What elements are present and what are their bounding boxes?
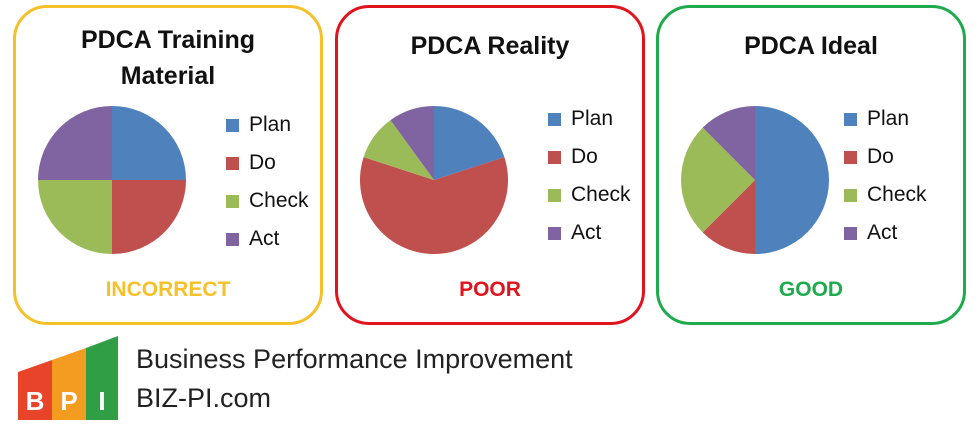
panel-title: PDCA Reality xyxy=(410,32,570,60)
panel-reality: PDCA Reality Plan Do Check Act POOR xyxy=(335,5,645,325)
swatch xyxy=(844,150,857,164)
legend-item-check: Check xyxy=(226,182,309,220)
logo-bar-p xyxy=(52,348,86,420)
swatch xyxy=(548,112,561,126)
legend-label: Act xyxy=(571,221,602,244)
legend-label: Check xyxy=(571,183,631,206)
pie-slice-plan xyxy=(434,106,505,180)
pie-slice-do xyxy=(360,157,508,254)
legend-item-act: Act xyxy=(844,214,927,252)
legend-item-plan: Plan xyxy=(226,106,309,144)
brand-footer: B P I Business Performance Improvement B… xyxy=(18,336,618,426)
panel-title: PDCA Ideal xyxy=(744,32,878,60)
swatch xyxy=(548,188,561,202)
legend: Plan Do Check Act xyxy=(844,100,927,252)
legend-item-do: Do xyxy=(844,138,927,176)
swatch xyxy=(226,194,239,208)
pie-slice-plan xyxy=(755,106,829,254)
legend-label: Plan xyxy=(867,107,910,130)
swatch xyxy=(548,226,561,240)
legend-label: Act xyxy=(249,227,280,250)
legend-item-do: Do xyxy=(548,138,631,176)
logo-bar-i xyxy=(86,336,118,420)
swatch xyxy=(226,118,239,132)
pie-slice-do xyxy=(112,180,186,254)
panel-ideal: PDCA Ideal Plan Do Check Act GOOD xyxy=(656,5,966,325)
swatch xyxy=(844,188,857,202)
verdict-label: INCORRECT xyxy=(105,278,231,301)
swatch xyxy=(844,112,857,126)
pie-slice-check xyxy=(38,180,112,254)
pie-slice-act xyxy=(390,106,434,180)
pie-slice-act xyxy=(38,106,112,180)
bpi-logo: B P I xyxy=(18,336,118,420)
verdict-label: POOR xyxy=(459,278,521,301)
legend-label: Check xyxy=(249,189,309,212)
pie-slice-plan xyxy=(112,106,186,180)
legend-item-check: Check xyxy=(844,176,927,214)
legend-label: Check xyxy=(867,183,927,206)
pie-chart xyxy=(681,106,829,254)
legend-label: Plan xyxy=(571,107,614,130)
verdict-label: GOOD xyxy=(778,278,844,301)
pie-slice-act xyxy=(702,106,755,180)
pie-slice-check xyxy=(681,127,755,233)
legend-label: Do xyxy=(867,145,894,168)
legend-label: Plan xyxy=(249,113,292,136)
legend: Plan Do Check Act xyxy=(548,100,631,252)
legend-label: Do xyxy=(571,145,598,168)
pie-slice-do xyxy=(702,180,755,254)
panel-title: PDCA Training Material xyxy=(80,26,256,90)
swatch xyxy=(844,226,857,240)
pie-chart xyxy=(360,106,508,254)
logo-letter-b: B xyxy=(26,386,45,416)
pie-chart xyxy=(38,106,186,254)
legend-item-check: Check xyxy=(548,176,631,214)
pie-slice-check xyxy=(363,120,434,180)
legend-item-do: Do xyxy=(226,144,309,182)
legend-item-act: Act xyxy=(548,214,631,252)
brand-url: BIZ-PI.com xyxy=(136,383,272,413)
brand-name: Business Performance Improvement xyxy=(136,344,573,374)
logo-letter-p: P xyxy=(60,386,77,416)
legend-label: Act xyxy=(867,221,898,244)
legend-item-act: Act xyxy=(226,220,309,258)
swatch xyxy=(226,232,239,246)
swatch xyxy=(226,156,239,170)
logo-bar-b xyxy=(18,360,52,420)
legend: Plan Do Check Act xyxy=(226,106,309,258)
legend-item-plan: Plan xyxy=(548,100,631,138)
swatch xyxy=(548,150,561,164)
legend-item-plan: Plan xyxy=(844,100,927,138)
legend-label: Do xyxy=(249,151,276,174)
logo-letter-i: I xyxy=(98,386,105,416)
panel-training-material: PDCA Training Material Plan Do Check Act… xyxy=(13,5,323,325)
